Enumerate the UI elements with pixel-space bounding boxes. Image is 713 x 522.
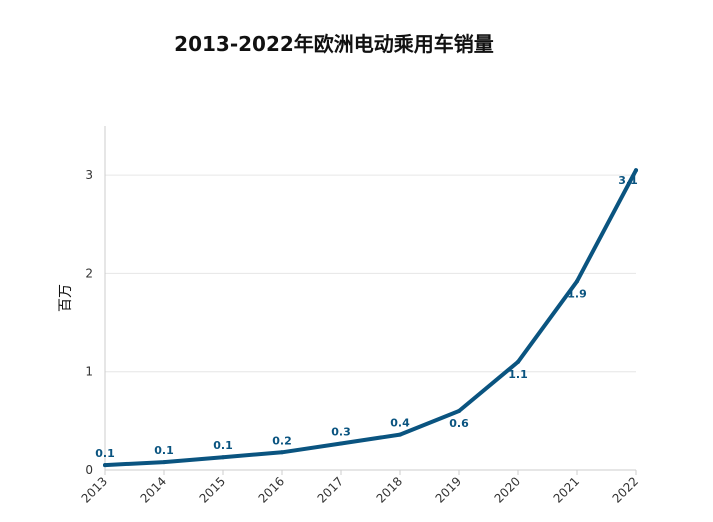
data-point	[103, 463, 107, 468]
x-tick-label: 2020	[492, 474, 523, 505]
data-point	[280, 450, 284, 455]
data-label: 0.6	[449, 417, 469, 430]
gridlines	[105, 174, 636, 373]
data-point	[221, 455, 225, 460]
data-point	[575, 279, 579, 284]
data-label: 0.1	[213, 439, 233, 452]
data-point	[457, 409, 461, 414]
data-labels: 0.1 0.1 0.1 0.2 0.3 0.4 0.6 1.1 1.9 3.1	[95, 174, 638, 460]
x-tick-label: 2013	[79, 474, 110, 505]
x-tick-label: 2018	[374, 474, 405, 505]
x-tick-label: 2014	[138, 474, 169, 505]
y-tick-label: 2	[85, 266, 93, 280]
data-point	[634, 168, 638, 173]
y-tick-label: 3	[85, 168, 93, 182]
data-label: 0.1	[154, 444, 174, 457]
data-point	[162, 460, 166, 465]
y-tick-label: 0	[85, 463, 93, 477]
series	[103, 168, 638, 468]
x-tick-label: 2019	[433, 474, 464, 505]
data-label: 0.3	[331, 425, 351, 438]
data-label: 0.4	[390, 417, 410, 430]
series-line	[103, 168, 638, 468]
data-point	[516, 359, 520, 364]
data-point	[339, 441, 343, 446]
data-label: 3.1	[618, 174, 638, 187]
x-tick-label: 2022	[610, 474, 641, 505]
chart-title: 2013-2022年欧洲电动乘用车销量	[174, 32, 494, 56]
y-axis-label: 百万	[58, 284, 74, 312]
x-tick-label: 2017	[315, 474, 346, 505]
y-tick-label: 1	[85, 365, 93, 379]
data-label: 1.9	[567, 287, 587, 300]
data-label: 1.1	[508, 368, 528, 381]
x-tick-label: 2015	[197, 474, 228, 505]
data-label: 0.2	[272, 434, 292, 447]
data-label: 0.1	[95, 447, 115, 460]
x-tick-label: 2016	[256, 474, 287, 505]
data-point	[398, 432, 402, 437]
x-tick-label: 2021	[551, 474, 582, 505]
